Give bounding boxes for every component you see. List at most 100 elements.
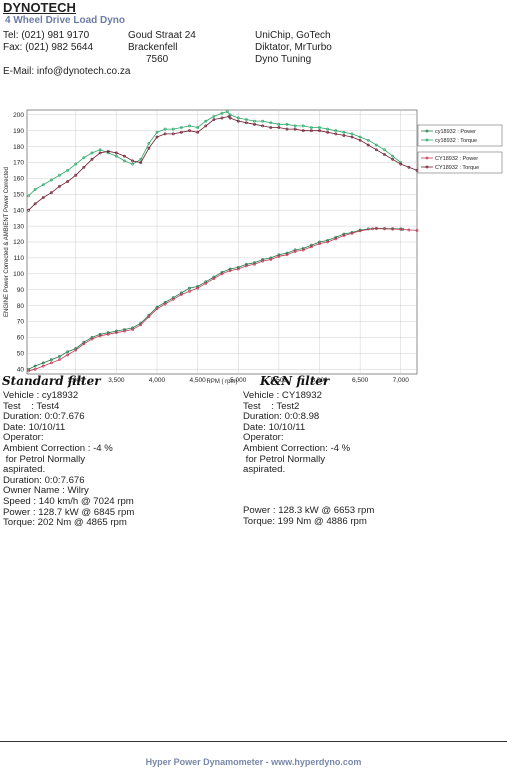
result-speed: Speed : 140 km/h @ 7024 rpm [3,495,134,507]
data-point [309,245,313,249]
data-point [326,127,330,131]
x-tick-label: 6,500 [352,377,369,384]
info-operator: Operator: [3,432,44,444]
info-date: Date: 10/10/11 [3,421,66,433]
info-operator: Operator: [243,432,284,444]
data-point [326,239,330,242]
data-point [236,267,240,271]
data-point [293,248,297,252]
data-point [261,119,265,123]
data-point [131,159,135,163]
footer-text: Hyper Power Dynamometer - www.hyperdyno.… [145,757,362,767]
data-point [90,157,94,161]
legend-marker [425,138,429,142]
legend-box [417,151,503,174]
data-point [334,132,338,136]
legend-entry: cy18932 : Torque [435,138,477,144]
data-point [66,169,70,172]
data-point [212,114,216,118]
legend-entry: CY18932 : Power [435,156,478,162]
data-point [358,138,362,142]
data-point [82,165,86,169]
data-point [49,178,53,182]
data-point [261,259,265,263]
series-line [28,111,402,197]
data-point [98,148,102,152]
data-point [188,129,191,133]
data-point [33,364,37,368]
address-line-3: 7560 [146,54,169,65]
data-point [114,329,118,333]
legend-box [417,124,503,147]
data-point [155,130,159,134]
data-point [228,269,232,273]
y-tick-label: 90 [17,287,25,294]
y-tick-label: 120 [13,239,24,246]
result-torque: Torque: 199 Nm @ 4886 rpm [243,515,367,527]
data-point [277,126,281,129]
partner-line-1: UniChip, GoTech [255,30,331,41]
x-tick-label: 5,500 [271,377,288,384]
data-point [244,264,248,268]
data-point [49,191,53,195]
data-point [41,183,45,187]
y-tick-label: 140 [13,207,24,214]
data-point [204,119,208,123]
data-point [277,253,281,257]
data-point [204,124,208,128]
data-point [196,286,200,290]
x-tick-label: 4,500 [189,377,206,384]
data-point [309,129,313,133]
data-point [358,135,362,139]
partner-line-3: Dyno Tuning [255,54,312,65]
data-point [123,159,126,163]
address-line-1: Goud Straat 24 [128,30,196,41]
legend-entry: cy18932 : Power [435,129,476,135]
data-point [106,332,110,336]
data-point [301,246,305,250]
data-point [350,231,354,235]
data-point [383,227,386,231]
data-point [350,135,354,139]
data-point [49,361,53,365]
data-point [204,280,208,284]
chart-ticks: 3,000 3,500 4,000 4,500 5,000 5,500 6,000 6,500… [13,112,409,384]
y-tick-label: 150 [13,191,24,198]
legend-marker [425,156,429,160]
info-ambient-correction: Ambient Correction : -4 % [3,442,113,454]
data-point [212,275,216,279]
company-name: DYNOTECH [3,0,76,15]
y-tick-label: 50 [17,351,25,358]
data-point [82,156,86,160]
info-vehicle: Vehicle : cy18932 [3,390,79,401]
data-point [244,118,248,121]
data-point [220,111,224,115]
data-point [318,126,321,129]
data-point [98,332,102,336]
data-point [399,162,403,166]
data-point [58,184,61,188]
data-point [139,157,143,161]
data-point [90,336,94,339]
data-point [318,129,321,133]
data-point [374,143,378,147]
info-duration: Duration: 0:0:8.98 [243,411,320,423]
data-point [131,328,135,331]
data-point [383,153,386,156]
data-point [179,293,183,296]
data-point [131,326,135,330]
data-point [253,261,256,265]
data-point [415,228,419,232]
data-point [220,116,224,120]
data-point [261,258,265,261]
data-point [155,307,159,311]
data-point [147,141,151,145]
data-point [334,129,338,133]
data-point [358,229,362,233]
info-correction-note-2: aspirated. [243,464,286,476]
data-point [58,358,61,362]
info-duration-2: Duration: 0:0:7.676 [3,474,85,486]
data-point [285,251,289,255]
right-test-info: Vehicle : CY18932 Test : Test2 Duration:… [243,390,350,476]
data-point [277,122,281,126]
